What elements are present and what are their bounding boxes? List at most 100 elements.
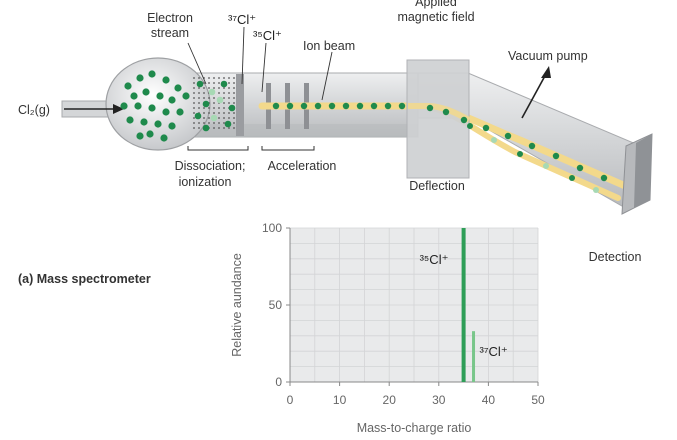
- vacuum-pump-label: Vacuum pump: [508, 49, 588, 63]
- grid-dot: [223, 102, 225, 104]
- grid-dot: [233, 77, 235, 79]
- beam-ion: [517, 151, 523, 157]
- grid-dot: [193, 87, 195, 89]
- grid-dot: [223, 127, 225, 129]
- grid-dot: [203, 117, 205, 119]
- grid-dot: [218, 112, 220, 114]
- ion-beam-label: Ion beam: [303, 39, 355, 53]
- molecule: [136, 74, 144, 82]
- grid-dot: [228, 97, 230, 99]
- grid-dot: [213, 122, 215, 124]
- grid-dot: [228, 127, 230, 129]
- apparatus: [61, 26, 653, 215]
- beam-ion: [442, 108, 450, 116]
- cl35-label: ³⁵Cl⁺: [253, 28, 282, 43]
- grid-dot: [203, 87, 205, 89]
- grid-dot: [193, 82, 195, 84]
- particles: [120, 70, 608, 193]
- grid-dot: [228, 117, 230, 119]
- inlet-label: Cl₂(g): [18, 103, 50, 117]
- molecule: [154, 120, 162, 128]
- peak-label: ³⁷Cl⁺: [480, 344, 508, 359]
- grid-dot: [203, 112, 205, 114]
- beam-ion: [398, 102, 406, 110]
- beam-ion: [593, 187, 599, 193]
- grid-dot: [233, 87, 235, 89]
- grid-dot: [193, 107, 195, 109]
- ion: [216, 96, 224, 104]
- grid-dot: [223, 92, 225, 94]
- grid-dot: [228, 82, 230, 84]
- beam-ion: [426, 104, 434, 112]
- beam-ion: [543, 163, 549, 169]
- beam-ion: [569, 175, 575, 181]
- grid-dot: [218, 77, 220, 79]
- grid-dot: [233, 122, 235, 124]
- chart-grid: [289, 227, 539, 383]
- beam-ion: [467, 123, 473, 129]
- figure-caption: (a) Mass spectrometer: [18, 272, 151, 286]
- grid-dot: [233, 117, 235, 119]
- ion: [228, 104, 236, 112]
- molecule: [174, 84, 182, 92]
- magnetic-field-label-line2: magnetic field: [397, 10, 474, 24]
- magnet: [406, 59, 470, 179]
- molecule: [168, 96, 176, 104]
- grid-dot: [223, 112, 225, 114]
- grid-dot: [208, 107, 210, 109]
- x-axis-title: Mass-to-charge ratio: [357, 421, 472, 435]
- grid-dot: [218, 117, 220, 119]
- grid-dot: [208, 82, 210, 84]
- grid-dot: [228, 87, 230, 89]
- grid-dot: [193, 92, 195, 94]
- grid-dot: [218, 127, 220, 129]
- grid-dot: [228, 77, 230, 79]
- x-tick-label: 0: [287, 393, 294, 407]
- peak-bar: [461, 228, 466, 382]
- grid-dot: [213, 97, 215, 99]
- vacuum-pump-arrow: [521, 66, 551, 119]
- molecule: [120, 102, 128, 110]
- beam-ion: [504, 132, 512, 140]
- beam-ion: [528, 142, 536, 150]
- molecule: [162, 108, 170, 116]
- peak-bar: [472, 331, 476, 382]
- y-tick-label: 50: [269, 298, 283, 312]
- ion: [224, 120, 232, 128]
- grid-dot: [223, 97, 225, 99]
- ionization-plate: [236, 74, 244, 136]
- molecule: [160, 134, 168, 142]
- grid-dot: [193, 102, 195, 104]
- molecule: [162, 76, 170, 84]
- grid-dot: [198, 122, 200, 124]
- magnetic-field-label-line1: Applied: [415, 0, 457, 9]
- sample-bulb: [105, 57, 211, 151]
- beam-ion: [314, 102, 322, 110]
- molecule: [168, 122, 176, 130]
- ion: [202, 100, 210, 108]
- deflection-label: Deflection: [409, 179, 465, 193]
- grid-dot: [233, 102, 235, 104]
- ion: [208, 88, 216, 96]
- detection-label: Detection: [589, 250, 642, 264]
- grid-dot: [213, 102, 215, 104]
- grid-dot: [208, 117, 210, 119]
- molecule: [130, 92, 138, 100]
- beam-ion: [328, 102, 336, 110]
- grid-dot: [208, 87, 210, 89]
- ion: [210, 114, 218, 122]
- grid-dot: [193, 97, 195, 99]
- chart-ticks: 0 10 20 30 40 50 0 50 100: [262, 221, 545, 407]
- grid-dot: [218, 87, 220, 89]
- molecule: [148, 104, 156, 112]
- grid-dot: [203, 92, 205, 94]
- grid-dot: [203, 82, 205, 84]
- grid-dot: [198, 127, 200, 129]
- grid-dot: [198, 97, 200, 99]
- abundance-chart: 0 10 20 30 40 50 0 50 100 ³⁵Cl⁺ ³⁷Cl⁺ Mass-to-cha…: [230, 221, 545, 435]
- molecule: [136, 132, 144, 140]
- grid-dot: [233, 82, 235, 84]
- grid-dot: [203, 97, 205, 99]
- beam-ion: [370, 102, 378, 110]
